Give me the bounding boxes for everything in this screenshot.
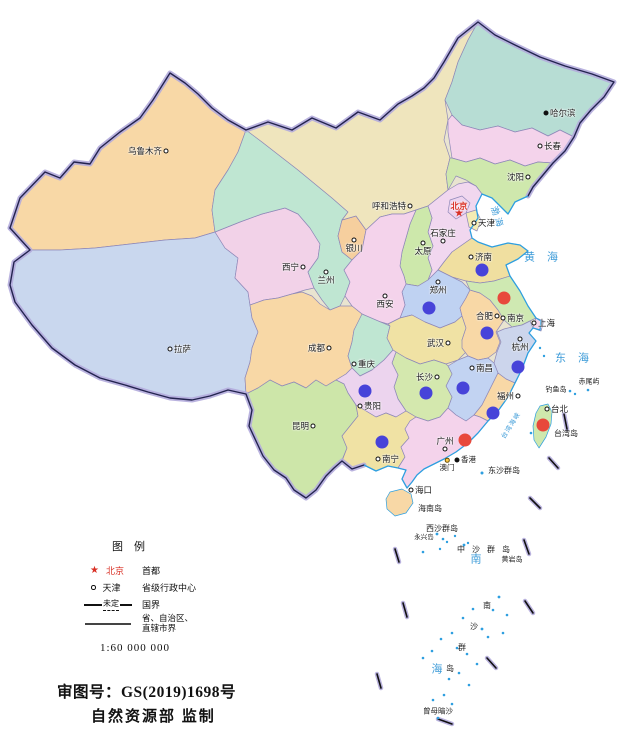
- island-dots: [421, 346, 590, 720]
- province-hainan[interactable]: [385, 488, 414, 517]
- boundary-line-icon: [84, 603, 102, 606]
- national-boundary: [7, 19, 617, 501]
- legend-row-province-capital: 天津 省级行政中心: [84, 579, 196, 596]
- province-xinjiang[interactable]: [9, 72, 247, 251]
- issuing-authority: 自然资源部 监制: [91, 709, 216, 725]
- province-taiwan[interactable]: [532, 403, 553, 449]
- province-tibet[interactable]: [9, 231, 259, 401]
- legend-province-example: 天津: [102, 583, 121, 593]
- legend-capital-example: 北京: [105, 566, 124, 576]
- legend-title: 图 例: [112, 541, 145, 553]
- province-zhejiang[interactable]: [493, 320, 537, 384]
- legend-row-national-boundary: 未定 国界: [84, 596, 196, 613]
- legend-national-boundary-desc: 国界: [142, 600, 161, 610]
- province-heilongjiang[interactable]: [444, 21, 615, 138]
- legend: 图 例 ★ 北京 首都 天津 省级行政中心 未定 国界 省、自治区、 直辖市界 …: [84, 538, 196, 654]
- province-shaanxi[interactable]: [343, 209, 417, 325]
- province-yunnan[interactable]: [245, 379, 359, 499]
- legend-province-boundary-2: 直辖市界: [142, 623, 177, 633]
- province-line-icon: [85, 623, 131, 625]
- coastline: [363, 193, 542, 489]
- legend-undetermined: 未定: [103, 598, 119, 611]
- province-guangdong[interactable]: [397, 407, 489, 489]
- legend-province-boundary-1: 省、自治区、: [142, 613, 194, 624]
- capital-star-icon: ★: [90, 565, 99, 576]
- legend-capital-desc: 首都: [142, 566, 161, 576]
- map-scale: 1:60 000 000: [100, 642, 171, 654]
- nine-dash-line: [374, 411, 570, 727]
- legend-row-province-boundary: 省、自治区、 直辖市界: [84, 613, 196, 635]
- city-circle-icon: [91, 585, 96, 590]
- boundary-line-icon: [120, 603, 132, 606]
- legend-row-capital: ★ 北京 首都: [84, 562, 196, 579]
- province-hubei[interactable]: [386, 314, 467, 365]
- approval-number: 审图号：GS(2019)1698号: [57, 684, 237, 701]
- map-attribution: 审图号：GS(2019)1698号 自然资源部 监制: [57, 680, 236, 726]
- legend-province-desc: 省级行政中心: [142, 583, 197, 593]
